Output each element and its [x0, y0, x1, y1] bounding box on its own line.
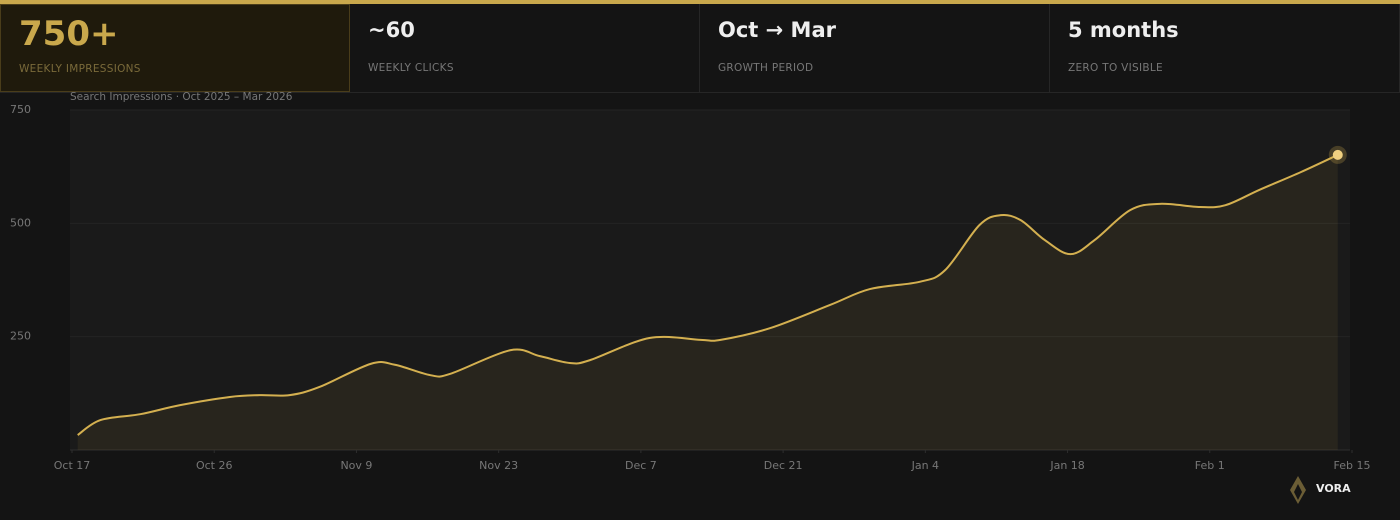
- stat-label: GROWTH PERIOD: [718, 62, 814, 74]
- top-bar: [0, 0, 1400, 4]
- stat-label: WEEKLY IMPRESSIONS: [19, 63, 141, 75]
- plot-area: [70, 110, 1350, 450]
- stat-value: 750+: [19, 14, 119, 54]
- stat-card: 5 months ZERO TO VISIBLE: [1050, 4, 1400, 92]
- brand: VORA: [1316, 482, 1351, 495]
- area: [77, 154, 1338, 450]
- x-tick-label: Feb 1: [1195, 459, 1225, 472]
- stat-value: 5 months: [1068, 18, 1179, 42]
- stat-label: WEEKLY CLICKS: [368, 62, 454, 74]
- stat-value: ~60: [368, 18, 415, 42]
- stat-card: ~60 WEEKLY CLICKS: [350, 4, 700, 92]
- y-tick-label: 250: [10, 330, 31, 343]
- end-point: [1332, 149, 1343, 160]
- stat-label: ZERO TO VISIBLE: [1068, 62, 1163, 74]
- x-tick-label: Jan 4: [911, 459, 939, 472]
- stat-card: Oct → Mar GROWTH PERIOD: [700, 4, 1050, 92]
- x-tick-label: Oct 26: [196, 459, 233, 472]
- stat-value: Oct → Mar: [718, 18, 836, 42]
- x-tick-label: Nov 23: [479, 459, 518, 472]
- x-tick-label: Dec 21: [764, 459, 803, 472]
- x-tick-label: Oct 17: [54, 459, 91, 472]
- x-tick-label: Nov 9: [340, 459, 372, 472]
- stats-row: 750+ WEEKLY IMPRESSIONS ~60 WEEKLY CLICKS Oc…: [0, 4, 1400, 93]
- x-tick-label: Feb 15: [1334, 459, 1371, 472]
- x-tick-label: Dec 7: [625, 459, 657, 472]
- y-tick-label: 500: [10, 216, 31, 229]
- y-tick-label: 750: [10, 103, 31, 116]
- x-tick-label: Jan 18: [1049, 459, 1084, 472]
- stat-card: 750+ WEEKLY IMPRESSIONS: [0, 4, 350, 92]
- chart-subtitle: Search Impressions · Oct 2025 – Mar 2026: [70, 91, 293, 103]
- line: [77, 153, 1339, 436]
- logo: VORA: [1290, 476, 1351, 504]
